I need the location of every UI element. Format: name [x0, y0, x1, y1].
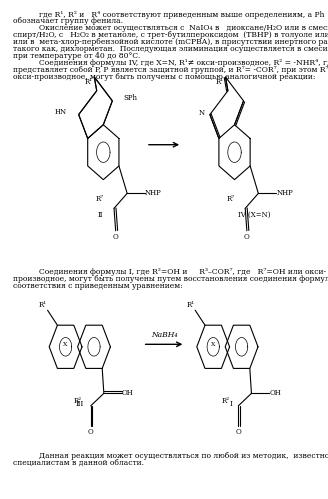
Text: IV (X=N): IV (X=N): [238, 211, 271, 219]
Text: Данная реакция может осуществляться по любой из методик,  известной: Данная реакция может осуществляться по л…: [39, 452, 328, 460]
Text: обозначает группу фенила.: обозначает группу фенила.: [13, 17, 123, 25]
Text: такого как, дихлорметан.  Последующая элиминация осуществляется в смеси диоксан/: такого как, дихлорметан. Последующая эли…: [13, 45, 328, 53]
Text: X: X: [211, 342, 215, 347]
Text: NHP: NHP: [145, 189, 162, 198]
Text: R⁷: R⁷: [227, 195, 235, 204]
Text: Окисление может осуществляться с  NaIO₄ в   диоксане/H₂O или в смеси: Окисление может осуществляться с NaIO₄ в…: [39, 24, 328, 32]
Text: R¹: R¹: [186, 301, 194, 309]
Text: NaBH₄: NaBH₄: [151, 331, 177, 339]
Text: представляет собой P, P является защитной группой, и R⁷= -COR⁷, при этом R⁷=OH и: представляет собой P, P является защитно…: [13, 66, 328, 74]
Text: O: O: [88, 428, 93, 436]
Text: при температуре от 40 до 80°C.: при температуре от 40 до 80°C.: [13, 52, 140, 60]
Text: II: II: [97, 211, 103, 219]
Text: Соединения формулы I, где R²=OH и     R³–COR⁷, где   R⁷=OH или окси-: Соединения формулы I, где R²=OH и R³–COR…: [39, 268, 326, 276]
Text: R¹: R¹: [215, 78, 224, 86]
Text: OH: OH: [270, 389, 281, 397]
Text: R¹: R¹: [84, 78, 92, 86]
Text: специалистам в данной области.: специалистам в данной области.: [13, 459, 144, 467]
Text: R⁷: R⁷: [95, 195, 104, 204]
Text: R¹: R¹: [39, 301, 47, 309]
Text: HN: HN: [54, 108, 67, 116]
Text: O: O: [244, 233, 250, 241]
Text: III: III: [76, 400, 84, 408]
Text: производное, могут быть получены путем восстановления соединения формулы III: производное, могут быть получены путем в…: [13, 275, 328, 283]
Text: I: I: [229, 400, 232, 408]
Text: O: O: [113, 233, 118, 241]
Text: NHP: NHP: [277, 189, 294, 198]
Text: O: O: [236, 428, 241, 436]
Text: SPh: SPh: [123, 94, 137, 102]
Text: R²: R²: [221, 397, 229, 405]
Text: или в  мета-хлор-пербензойной кислоте (mCPBA), в присутствии инертного растворит: или в мета-хлор-пербензойной кислоте (mC…: [13, 38, 328, 46]
Text: спирт/H₂O, с   H₂O₂ в метаноле, с трет-бутилпероксидом  (ТВНР) в толуоле или спи: спирт/H₂O, с H₂O₂ в метаноле, с трет-бут…: [13, 31, 328, 39]
Text: X: X: [63, 342, 68, 347]
Text: OH: OH: [122, 389, 134, 397]
Text: где R¹, R² и   R⁴ соответствуют приведенным выше определениям, а Ph: где R¹, R² и R⁴ соответствуют приведенны…: [39, 11, 325, 19]
Text: окси-производное, могут быть получены с помощью аналогичной реакции:: окси-производное, могут быть получены с …: [13, 73, 316, 81]
Text: соответствия с приведенным уравнением:: соответствия с приведенным уравнением:: [13, 282, 183, 290]
Text: Соединения формулы IV, где X=N, R¹≠ окси-производное, R² = -NHR⁴, где R⁴: Соединения формулы IV, где X=N, R¹≠ окси…: [39, 59, 328, 67]
Text: R²: R²: [73, 397, 82, 405]
Text: N: N: [199, 109, 205, 117]
